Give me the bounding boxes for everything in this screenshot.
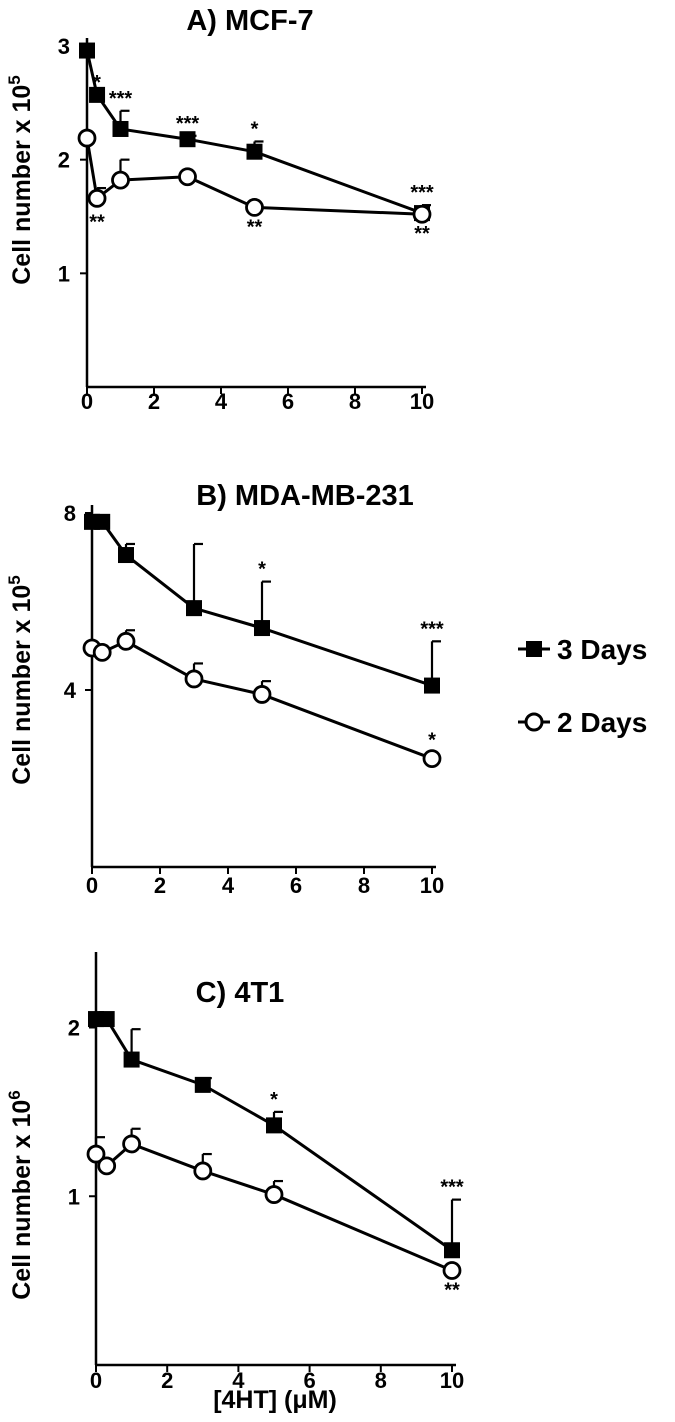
data-point-3-days: [254, 620, 270, 637]
x-tick-label: 6: [290, 873, 302, 898]
x-tick-label: 2: [161, 1368, 173, 1393]
x-tick-label: 2: [154, 873, 166, 898]
x-tick-label: 2: [148, 389, 160, 414]
data-point-2-days: [412, 204, 432, 224]
data-point-2-days: [116, 631, 136, 651]
data-point-2-days: [442, 1261, 462, 1280]
data-point-3-days: [98, 1011, 115, 1028]
panel-a-mcf7: A) MCF-7 Cell number x 105 0 2 4 6 8 10123***…: [5, 5, 434, 414]
y-axis-label: Cell number x 105: [5, 575, 36, 785]
significance-label: *: [270, 1089, 278, 1111]
x-tick-label: 4: [222, 873, 235, 898]
x-tick-label: 10: [420, 873, 444, 898]
series-line-3-days: [96, 1017, 453, 1252]
data-point-2-days: [92, 642, 112, 662]
data-point-3-days: [444, 1242, 460, 1259]
panel-c-4t1: C) 4T1 Cell number x 106 [4HT] (μM) 0 2 4 6…: [5, 952, 464, 1414]
x-tick-label: 0: [86, 873, 98, 898]
data-point-2-days: [264, 1185, 284, 1204]
data-point-2-days: [184, 669, 204, 689]
y-tick-label: 3: [58, 34, 70, 59]
data-point-2-days: [97, 1156, 117, 1176]
y-axis-label: Cell number x 106: [5, 1090, 36, 1300]
x-tick-label: 4: [215, 389, 228, 414]
y-tick-label: 8: [64, 501, 76, 526]
data-point-3-days: [123, 1051, 140, 1068]
y-tick-label: 2: [58, 148, 70, 173]
x-tick-label: 6: [303, 1368, 315, 1393]
legend-label-3-days: 3 Days: [557, 634, 647, 665]
y-tick-label: 1: [68, 1184, 80, 1209]
data-point-2-days: [245, 198, 264, 217]
significance-label: *: [428, 730, 436, 752]
data-point-3-days: [424, 677, 440, 694]
data-point-3-days: [186, 600, 202, 617]
x-tick-label: 8: [349, 389, 361, 414]
data-point-2-days: [178, 167, 197, 187]
significance-label: ***: [109, 88, 133, 110]
data-point-2-days: [122, 1134, 142, 1154]
significance-label: **: [444, 1280, 460, 1302]
chart-title: C) 4T1: [196, 977, 285, 1009]
x-tick-label: 0: [81, 389, 93, 414]
significance-label: ***: [420, 618, 444, 640]
data-point-3-days: [118, 547, 134, 564]
y-tick-label: 2: [68, 1016, 80, 1041]
data-point-3-days: [89, 86, 106, 103]
x-tick-label: 10: [440, 1368, 464, 1393]
significance-label: *: [258, 559, 266, 581]
data-point-3-days: [194, 1076, 211, 1093]
data-point-3-days: [112, 120, 129, 137]
significance-label: **: [247, 216, 263, 238]
legend-label-2-days: 2 Days: [557, 707, 647, 738]
legend-marker-open-circle: [524, 712, 544, 732]
significance-label: **: [89, 211, 105, 233]
data-point-2-days: [422, 749, 442, 768]
data-point-3-days: [79, 42, 95, 59]
chart-title: B) MDA-MB-231: [196, 480, 414, 512]
x-tick-label: 6: [282, 389, 294, 414]
data-point-3-days: [94, 513, 111, 530]
y-tick-label: 4: [64, 678, 77, 703]
series-line-2-days: [85, 137, 423, 216]
data-point-3-days: [179, 131, 196, 148]
x-tick-label: 8: [358, 873, 370, 898]
significance-label: ***: [440, 1177, 464, 1199]
y-tick-label: 1: [58, 261, 70, 286]
data-point-2-days: [77, 128, 97, 148]
significance-label: *: [93, 72, 101, 94]
significance-label: **: [414, 223, 430, 245]
significance-label: ***: [410, 182, 434, 204]
series-line-2-days: [94, 1142, 453, 1272]
data-point-3-days: [246, 143, 263, 160]
data-point-2-days: [87, 188, 107, 208]
x-tick-label: 8: [375, 1368, 387, 1393]
data-point-2-days: [193, 1161, 213, 1181]
x-tick-label: 10: [410, 389, 434, 414]
data-point-3-days: [266, 1117, 282, 1134]
data-point-2-days: [111, 170, 130, 190]
panel-b-mdamb231: B) MDA-MB-231 Cell number x 105 0 2 4 6 8 10 4…: [5, 480, 444, 898]
data-point-2-days: [86, 1144, 106, 1164]
significance-label: *: [251, 118, 259, 140]
y-axis-label: Cell number x 105: [5, 75, 36, 285]
significance-label: ***: [176, 113, 200, 135]
chart-title: A) MCF-7: [186, 5, 313, 37]
x-tick-label: 4: [232, 1368, 245, 1393]
x-axis-label: [4HT] (μM): [213, 1386, 337, 1414]
data-point-2-days: [252, 685, 272, 704]
legend: 3 Days 2 Days: [518, 634, 647, 738]
x-tick-label: 0: [90, 1368, 102, 1393]
